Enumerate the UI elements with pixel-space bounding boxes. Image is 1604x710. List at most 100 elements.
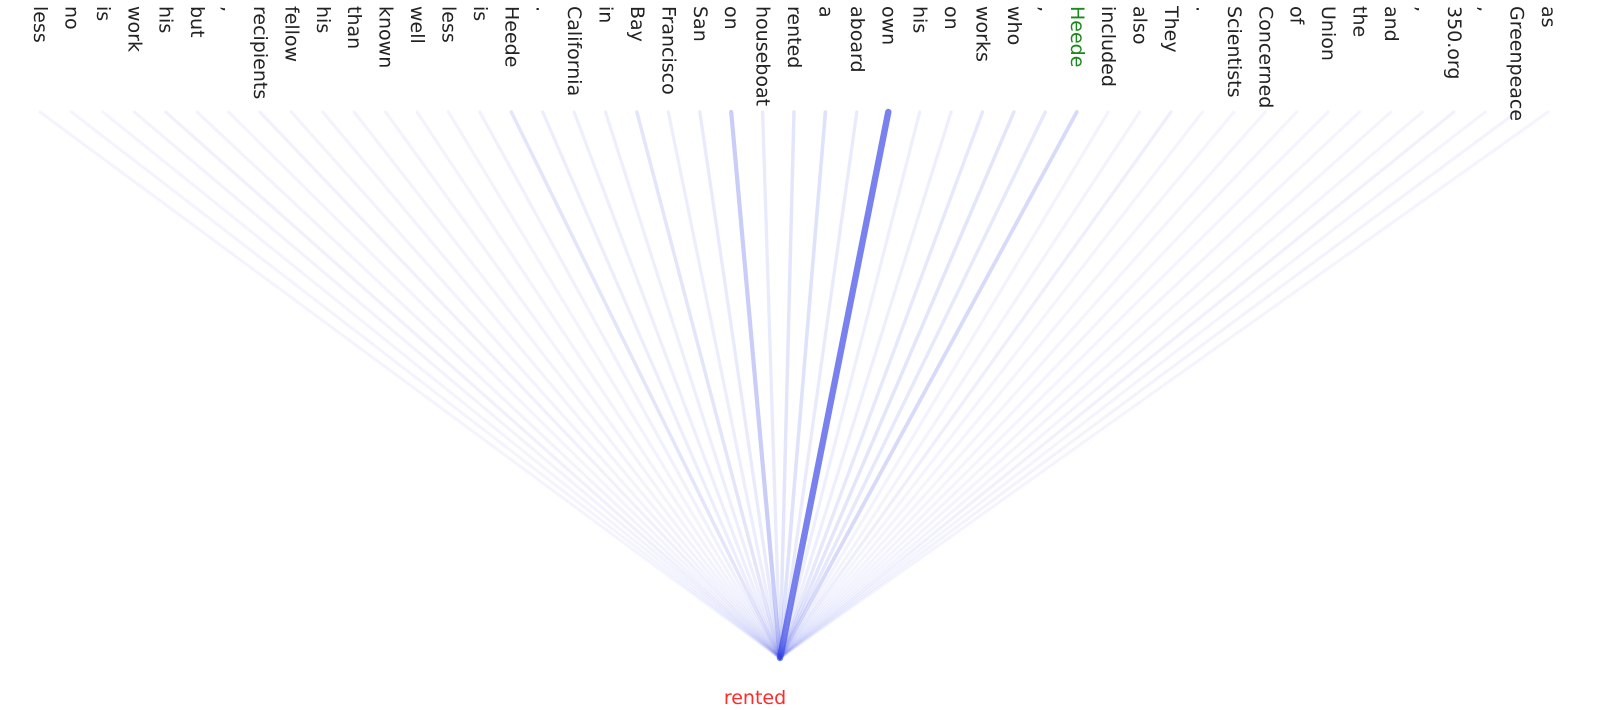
attention-edge (195, 110, 782, 660)
token-label: . (1191, 6, 1213, 12)
attention-edge (778, 110, 1487, 660)
token-label: well (406, 6, 428, 44)
attention-edge (384, 110, 782, 660)
token-label: no (60, 6, 82, 30)
token-label: works (972, 6, 994, 62)
token-label: Scientists (1223, 6, 1245, 98)
attention-edge (778, 110, 1267, 660)
token-label: recipients (249, 6, 271, 99)
token-label: Concerned (1254, 6, 1276, 108)
attention-edge (778, 110, 1550, 660)
token-label: on (720, 6, 742, 30)
token-label: the (1349, 6, 1371, 37)
token-label: but (186, 6, 208, 38)
attention-edge (509, 110, 782, 660)
attention-edge (321, 110, 782, 660)
token-label: , (218, 6, 240, 12)
attention-edge (778, 110, 1330, 660)
attention-edge (778, 110, 1236, 660)
attention-edge (541, 110, 782, 660)
token-label: Union (1317, 6, 1339, 61)
token-label: his (909, 6, 931, 33)
token-label: work (123, 6, 145, 52)
attention-edge (69, 110, 782, 660)
attention-edge (778, 110, 1393, 660)
attention-edge (38, 110, 782, 660)
token-label: own (877, 6, 899, 45)
attention-edge (778, 110, 1362, 660)
attention-edge (603, 110, 782, 660)
attention-edge (666, 110, 782, 660)
token-label: Heede (500, 6, 522, 67)
token-label: less (29, 6, 51, 43)
attention-edge (760, 110, 782, 660)
token-label: . (532, 6, 554, 12)
attention-edge (778, 110, 1519, 660)
token-label: included (1097, 6, 1119, 87)
token-label: a (814, 6, 836, 18)
token-label: in (595, 6, 617, 23)
attention-edge (415, 110, 782, 660)
token-label: of (1286, 6, 1308, 26)
token-label: Francisco (657, 6, 679, 95)
attention-edge (226, 110, 782, 660)
token-label: Greenpeace (1506, 6, 1528, 121)
token-label: Heede (1066, 6, 1088, 67)
token-label: 350.org (1443, 6, 1465, 79)
attention-edge (698, 110, 782, 660)
token-label: aboard (846, 6, 868, 73)
attention-edge (164, 110, 782, 660)
attention-edge (289, 110, 782, 660)
token-label: They (1160, 5, 1182, 53)
attention-edge (778, 110, 1016, 660)
attention-edges (38, 108, 1550, 662)
token-label: also (1129, 6, 1151, 44)
attention-edge (352, 110, 782, 660)
attention-edge (778, 110, 1204, 660)
attention-edge (101, 110, 782, 660)
token-label: is (469, 6, 491, 21)
attention-edge (778, 110, 1110, 660)
attention-edge (778, 110, 953, 660)
attention-edge (778, 110, 985, 660)
token-label: his (312, 6, 334, 33)
token-label: who (1003, 6, 1025, 45)
attention-edge (478, 110, 782, 660)
attention-edge (778, 110, 828, 660)
attention-edge (778, 110, 1079, 660)
attention-edge (778, 110, 1299, 660)
attention-edge (778, 110, 1173, 660)
token-label: as (1537, 6, 1559, 28)
token-label: , (1034, 6, 1056, 12)
token-label: Bay (626, 6, 648, 42)
attention-edge (778, 110, 859, 660)
token-label: and (1380, 6, 1402, 42)
token-label: , (1474, 6, 1496, 12)
token-label: is (92, 6, 114, 21)
token-label: , (1411, 6, 1433, 12)
token-label: known (375, 6, 397, 68)
attention-edge (258, 110, 782, 660)
token-label: houseboat (752, 6, 774, 106)
attention-edge (778, 110, 1456, 660)
token-label: than (343, 6, 365, 49)
token-label: San (689, 6, 711, 42)
attention-edge (776, 108, 892, 662)
attention-edge (446, 110, 782, 660)
token-label: on (940, 6, 962, 30)
attention-edge (729, 109, 783, 661)
attention-edge (778, 110, 1142, 660)
token-label: fellow (280, 6, 302, 62)
target-token: rented (724, 687, 786, 709)
attention-edge (572, 110, 782, 660)
attention-edge (778, 110, 922, 660)
token-label: less (437, 6, 459, 43)
attention-edge (778, 110, 1048, 660)
token-label: rented (783, 6, 805, 68)
attention-edge (778, 110, 1424, 660)
attention-edge (778, 110, 796, 660)
attention-edge (635, 110, 782, 660)
token-label: his (155, 6, 177, 33)
